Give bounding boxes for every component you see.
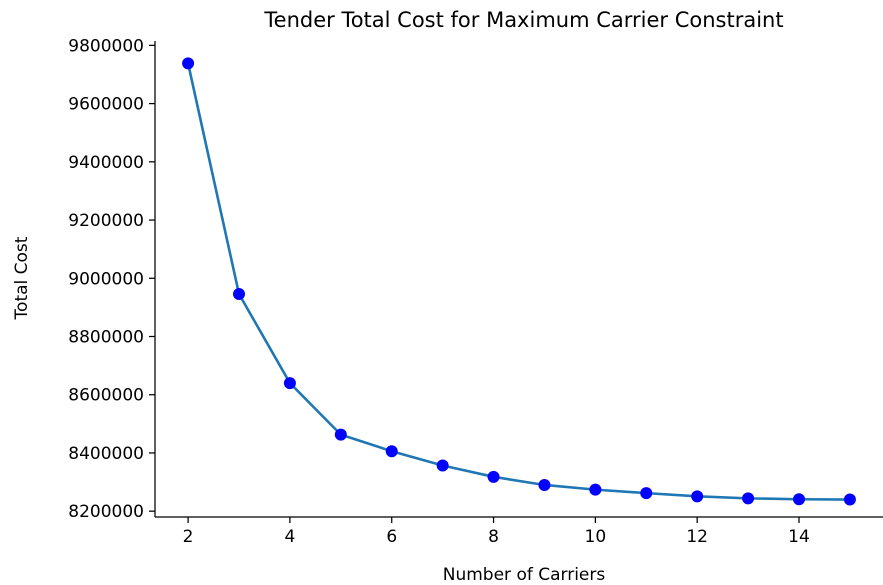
y-axis-label: Total Cost	[12, 236, 32, 320]
x-tick-label: 2	[183, 527, 194, 547]
y-tick-label: 8600000	[68, 386, 144, 406]
y-tick-label: 9200000	[68, 211, 144, 231]
y-tick-label: 9600000	[68, 95, 144, 115]
data-point	[538, 478, 551, 491]
data-point	[385, 445, 398, 458]
data-point	[589, 483, 602, 496]
data-point	[487, 470, 500, 483]
data-point	[691, 490, 704, 503]
series-line	[186, 62, 852, 501]
x-tick-label: 4	[284, 527, 295, 547]
y-tick-label: 8400000	[68, 444, 144, 464]
data-point	[334, 428, 347, 441]
x-tick-label: 8	[488, 527, 499, 547]
y-tick-label: 9000000	[68, 269, 144, 289]
chart-title: Tender Total Cost for Maximum Carrier Co…	[263, 8, 783, 32]
x-tick-label: 6	[386, 527, 397, 547]
series-layer	[182, 57, 856, 506]
data-point	[233, 287, 245, 300]
x-tick-label: 12	[686, 527, 708, 547]
x-tick-label: 14	[788, 527, 810, 547]
y-tick-label: 9400000	[68, 153, 144, 173]
data-point	[640, 487, 653, 500]
y-tick-label: 9800000	[68, 36, 144, 56]
x-axis-label: Number of Carriers	[443, 565, 606, 585]
data-point	[182, 57, 195, 70]
y-tick-label: 8200000	[68, 502, 144, 522]
x-tick-label: 10	[585, 527, 607, 547]
data-point	[843, 493, 856, 506]
y-tick-label: 8800000	[68, 327, 144, 347]
data-point	[742, 492, 755, 505]
data-point	[283, 377, 296, 390]
data-point	[436, 459, 449, 472]
data-point	[793, 493, 805, 506]
axes-layer: 2 4 6 8 10 12 14 8200000 8400000 8600000 8800000 90…	[68, 36, 883, 547]
